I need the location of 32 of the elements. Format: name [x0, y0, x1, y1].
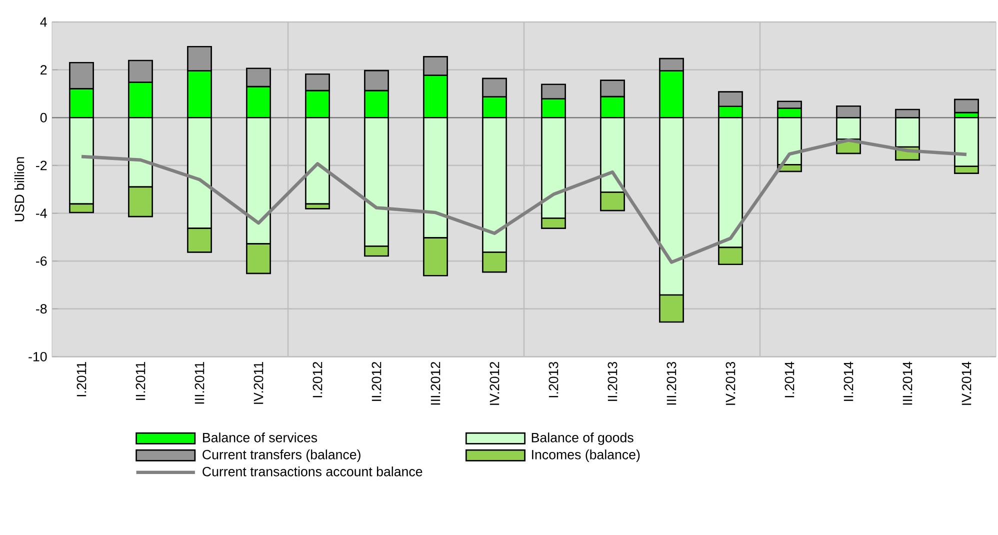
legend-label: Incomes (balance) [532, 450, 640, 462]
y-tick-label: -4 [36, 208, 47, 218]
legend-label: Balance of goods [532, 432, 634, 446]
y-tick-label: -10 [28, 352, 47, 362]
x-tick-label: IV.2014 [962, 362, 972, 406]
y-tick-label: -2 [36, 160, 47, 170]
x-tick-label: II.2014 [844, 362, 854, 402]
y-tick-label: 2 [40, 65, 47, 75]
x-tick-label: IV.2012 [490, 362, 500, 406]
x-tick-label: IV.2011 [254, 362, 264, 404]
y-tick-label: -6 [36, 256, 47, 266]
line-series [80, 138, 968, 264]
x-tick-label: II.2011 [136, 362, 146, 400]
y-tick-label: 4 [40, 18, 47, 27]
x-tick-label: III.2013 [666, 362, 676, 405]
x-tick-label: II.2012 [372, 362, 382, 402]
x-tick-label: III.2012 [430, 362, 440, 405]
y-tick-label: -8 [36, 304, 47, 314]
x-tick-label: III.2014 [902, 362, 912, 405]
bar [954, 98, 979, 114]
x-tick-label: II.2013 [608, 362, 618, 402]
y-axis-title: USD billion [14, 157, 24, 222]
x-tick-label: I.2012 [312, 362, 322, 398]
x-tick-label: I.2011 [76, 362, 86, 396]
y-tick-label: 0 [40, 113, 47, 122]
legend-label: Current transfers (balance) [202, 450, 360, 462]
legend-label: Balance of services [203, 432, 318, 442]
x-tick-label: IV.2013 [726, 362, 736, 406]
x-tick-label: I.2013 [548, 362, 558, 398]
x-tick-label: III.2011 [194, 362, 204, 404]
legend-label: Current transactions account balance [202, 466, 422, 476]
x-tick-label: I.2014 [784, 362, 794, 398]
